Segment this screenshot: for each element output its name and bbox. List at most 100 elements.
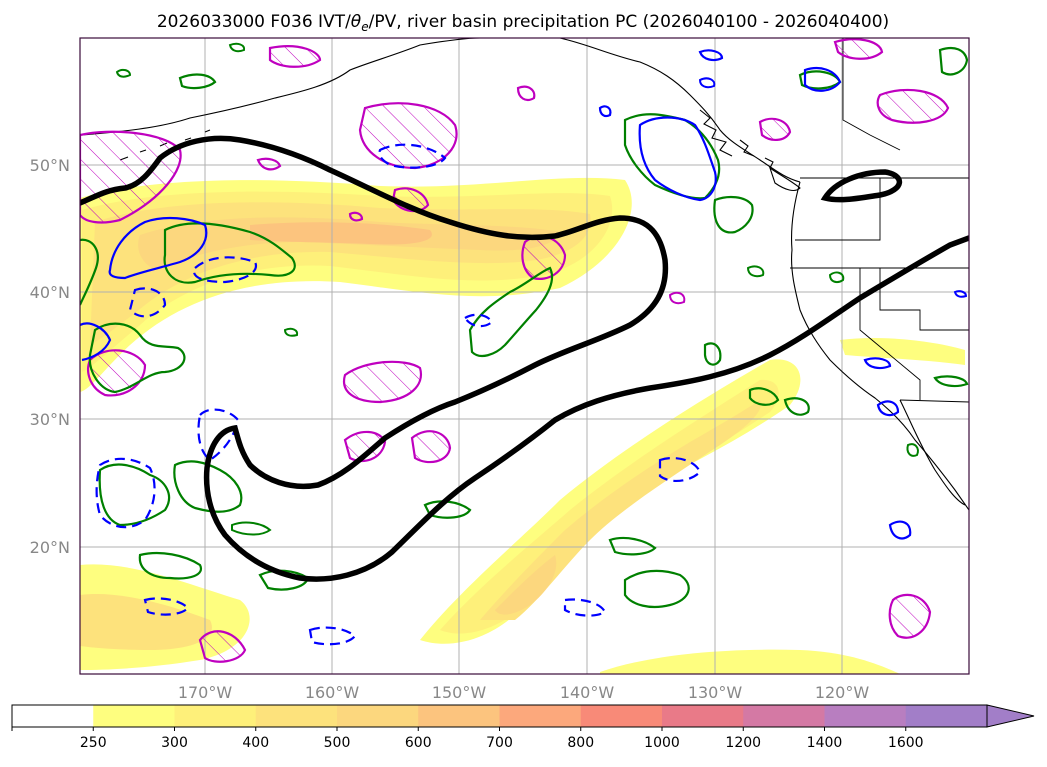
thick-contours [80, 135, 969, 582]
colorbar-tick-label: 1000 [644, 735, 680, 751]
colorbar-tick-label: 600 [405, 735, 432, 751]
pv-contour-east-3 [748, 387, 780, 406]
small-contour-b2 [953, 290, 968, 298]
pv-contour-aleutian [178, 73, 217, 90]
ivt-band-california [840, 338, 965, 365]
lon-label-170w: 170°W [178, 683, 233, 702]
pv-contour-canada [938, 46, 969, 76]
map-frame [79, 37, 970, 675]
colorbar-segment [418, 705, 500, 727]
ivt-shading [80, 177, 965, 674]
theta-e-dashed-10 [463, 313, 494, 328]
title-theta: θ [351, 12, 362, 32]
map-panel [80, 38, 969, 674]
theta-e-dashed-4 [95, 457, 156, 529]
colorbar-tick-label: 1200 [725, 735, 761, 751]
small-contour-b1 [698, 77, 716, 89]
colorbar-tick-label: 1400 [807, 735, 843, 751]
pv-contour-mid-small [783, 397, 810, 416]
colorbar: 250 300 400 500 600 700 800 1000 1200 1400 1600 [11, 704, 1035, 751]
pc-region-small-2 [256, 157, 282, 171]
colorbar-segment [824, 705, 907, 727]
coastline-bc-fjords [699, 109, 774, 169]
lat-label-30n: 30°N [30, 410, 70, 429]
pv-contour-west-edge [80, 238, 99, 306]
theta-e-ne [803, 66, 842, 92]
small-contours [115, 42, 968, 536]
small-contour-g1 [115, 68, 132, 78]
coastline-pacific-nw [791, 181, 969, 511]
border-alaska-canada [842, 38, 901, 151]
colorbar-segment [12, 705, 94, 727]
small-contour-g3 [283, 327, 299, 337]
small-contour-g2 [228, 42, 246, 53]
pc-region-sw [87, 349, 147, 397]
ivt-band-north-peak [250, 222, 432, 245]
pc-region-west [80, 130, 182, 224]
pv-contour-ca [933, 375, 969, 388]
coastline-vancouver-island [768, 166, 801, 192]
lat-label-20n: 20°N [30, 538, 70, 557]
thick-contour-closed [820, 169, 903, 203]
longitude-labels: 170°W 160°W 150°W 140°W 130°W 120°W [178, 683, 870, 702]
lon-label-130w: 130°W [688, 683, 743, 702]
coastline-alaska-panhandle [559, 38, 801, 183]
colorbar-segments [12, 705, 988, 727]
lat-label-40n: 40°N [30, 283, 70, 302]
pv-contour-east-1 [623, 569, 690, 609]
colorbar-tick-label: 800 [567, 735, 594, 751]
coastline-alaska [80, 38, 481, 136]
colorbar-segment [499, 705, 582, 727]
colorbar-segment [905, 705, 988, 727]
lat-label-50n: 50°N [30, 156, 70, 175]
lon-label-140w: 140°W [560, 683, 615, 702]
colorbar-tick-label: 300 [161, 735, 188, 751]
small-contour-g6 [906, 443, 919, 457]
pv-contour-south-1 [138, 551, 203, 580]
theta-e-contour-west [108, 216, 208, 280]
border-states [790, 178, 969, 400]
pc-region-aleutian [268, 45, 322, 68]
pc-region-top [833, 38, 884, 60]
pc-region-subtropic-b [410, 430, 452, 464]
colorbar-tick-label: 700 [486, 735, 513, 751]
political-borders [790, 38, 969, 403]
small-contour-g5 [746, 265, 765, 278]
colorbar-extend-arrow [986, 704, 1035, 728]
colorbar-segment [93, 705, 175, 727]
title-pre: 2026033000 F036 IVT/ [157, 12, 351, 32]
theta-e-ca [863, 357, 892, 370]
pc-region-mexico [888, 593, 932, 639]
pc-region-south [198, 630, 247, 663]
theta-e-dashed-1 [378, 143, 447, 169]
pc-region-bc [758, 117, 792, 141]
border-us-mexico [899, 399, 969, 403]
theta-e-dashed-8 [658, 456, 702, 482]
small-contour-g4 [828, 271, 845, 284]
pv-contour-tropical-west [98, 463, 171, 527]
ivt-band-bottom-edge [600, 649, 900, 674]
colorbar-tick-label: 400 [242, 735, 269, 751]
ivt-band-southwest-low [80, 594, 212, 650]
theta-e-bc-2 [598, 105, 612, 118]
colorbar-tick-label: 250 [80, 735, 107, 751]
small-contour-g7 [231, 521, 272, 536]
theta-e-baja [876, 400, 900, 417]
pv-contour-north-ridge [163, 222, 296, 284]
pc-region-small-3 [348, 211, 364, 222]
pv-contour-east-2 [703, 342, 722, 366]
lon-label-160w: 160°W [305, 683, 360, 702]
colorbar-segment [580, 705, 663, 727]
ivt-band-south-core [495, 555, 557, 615]
theta-e-contour-bc [638, 116, 717, 202]
colorbar-tick-label: 1600 [888, 735, 924, 751]
thick-contour-main [80, 135, 969, 582]
colorbar-ticks: 250 300 400 500 600 700 800 1000 1200 1400 1600 [11, 727, 924, 751]
colorbar-segment [337, 705, 419, 727]
pv-contour-tropic-b [608, 536, 657, 556]
pc-region-ne [876, 88, 950, 124]
pv-contour-central [468, 266, 554, 358]
theta-e-dashed-3 [128, 287, 167, 318]
coastline-baja [899, 399, 966, 506]
colorbar-segment [662, 705, 744, 727]
